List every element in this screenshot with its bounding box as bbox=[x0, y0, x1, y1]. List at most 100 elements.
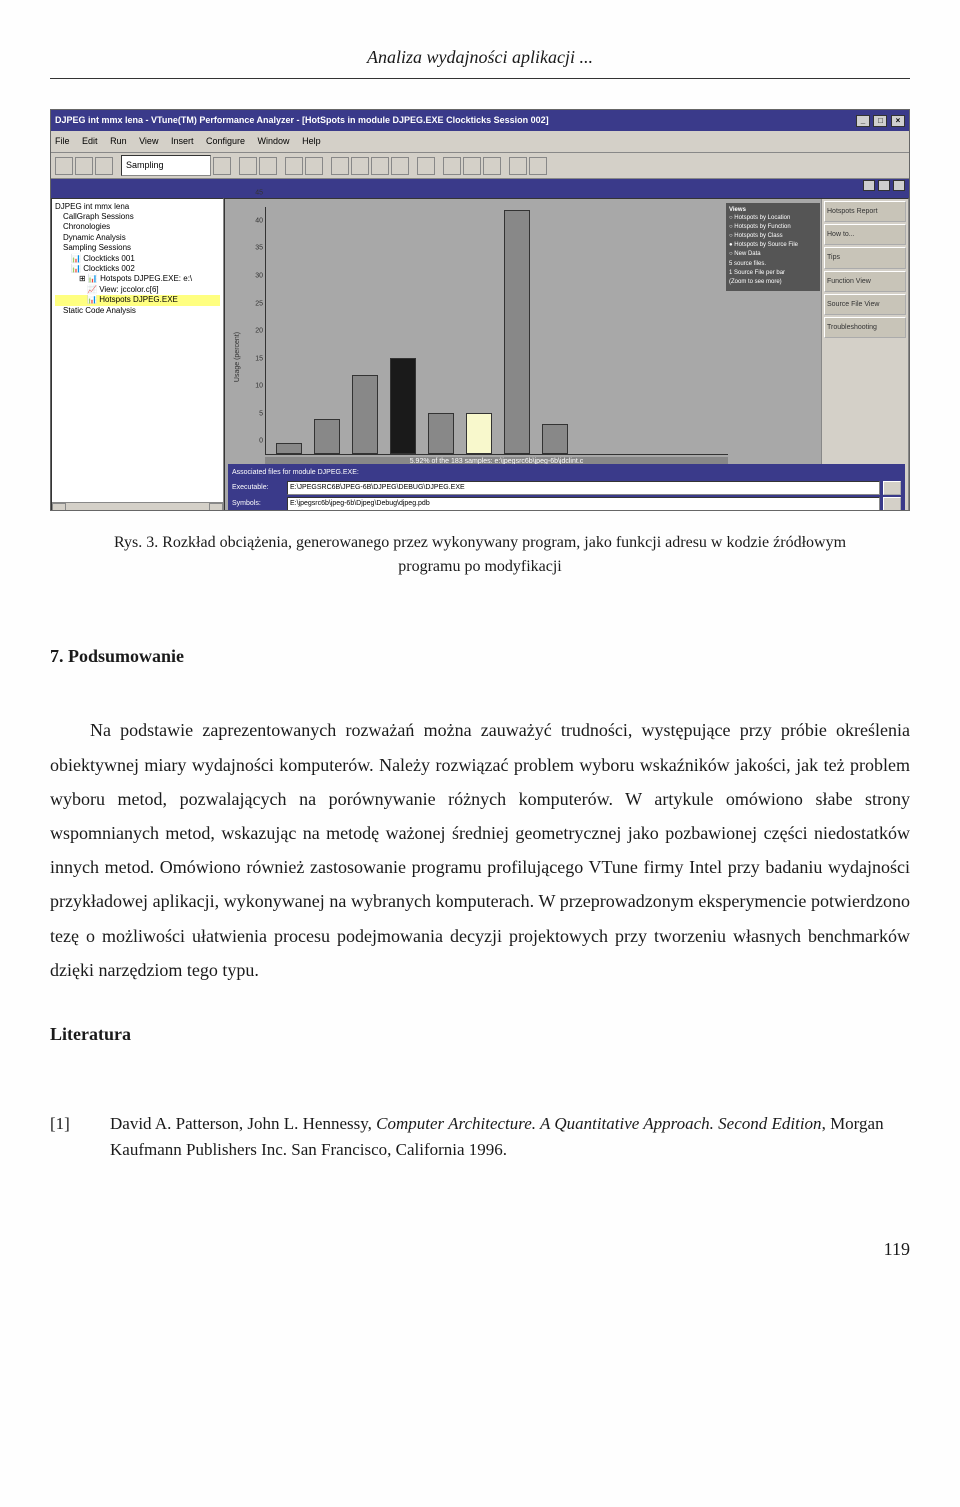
toolbar-button[interactable] bbox=[331, 157, 349, 175]
toolbar-button[interactable] bbox=[391, 157, 409, 175]
bars-container bbox=[265, 207, 728, 455]
tree-item-selected[interactable]: 📊 Hotspots DJPEG.EXE bbox=[55, 295, 220, 305]
toolbar-button[interactable] bbox=[285, 157, 303, 175]
y-tick: 10 bbox=[255, 380, 263, 393]
y-tick: 25 bbox=[255, 297, 263, 310]
toolbar-button[interactable] bbox=[239, 157, 257, 175]
assoc-label: Executable: bbox=[232, 481, 287, 494]
views-option[interactable]: ● Hotspots by Source File bbox=[729, 242, 817, 250]
browse-button[interactable] bbox=[883, 497, 901, 511]
toolbar-button[interactable] bbox=[55, 157, 73, 175]
chart-bar[interactable] bbox=[276, 443, 302, 453]
close-icon[interactable] bbox=[893, 180, 905, 191]
source-file-view-button[interactable]: Source File View bbox=[824, 294, 906, 315]
toolbar-button[interactable] bbox=[75, 157, 93, 175]
reference-number: [1] bbox=[50, 1111, 110, 1162]
y-tick: 15 bbox=[255, 352, 263, 365]
maximize-icon[interactable] bbox=[878, 180, 890, 191]
scroll-left-icon[interactable] bbox=[52, 503, 66, 512]
menu-item[interactable]: Window bbox=[258, 136, 290, 146]
chart-bar[interactable] bbox=[352, 375, 378, 454]
executable-path-field[interactable]: E:\JPEGSRC6B\JPEG-6B\DJPEG\DEBUG\DJPEG.E… bbox=[287, 481, 880, 495]
main-area: DJPEG int mmx lena CallGraph Sessions Ch… bbox=[51, 198, 909, 512]
chart-bar[interactable] bbox=[504, 210, 530, 454]
caption-label: Rys. 3. bbox=[114, 534, 158, 551]
chart-bar[interactable] bbox=[466, 413, 492, 453]
section-heading: 7. Podsumowanie bbox=[50, 639, 910, 673]
toolbar-button[interactable] bbox=[371, 157, 389, 175]
assoc-label: Symbols: bbox=[232, 497, 287, 510]
window-titlebar: DJPEG int mmx lena - VTune(TM) Performan… bbox=[51, 110, 909, 131]
chart-bar[interactable] bbox=[428, 413, 454, 453]
menu-item[interactable]: Run bbox=[110, 136, 127, 146]
project-tree[interactable]: DJPEG int mmx lena CallGraph Sessions Ch… bbox=[51, 198, 224, 512]
chart-panel: Usage (percent) 051015202530354045 5.92%… bbox=[224, 198, 909, 512]
menu-item[interactable]: Edit bbox=[82, 136, 98, 146]
views-panel: Views ○ Hotspots by Location ○ Hotspots … bbox=[726, 203, 820, 291]
figure-caption: Rys. 3. Rozkład obciążenia, generowanego… bbox=[90, 531, 870, 579]
chart-bar[interactable] bbox=[390, 358, 416, 453]
tree-item[interactable]: 📊 Clockticks 001 bbox=[55, 254, 220, 264]
menu-item[interactable]: Insert bbox=[171, 136, 194, 146]
toolbar-button[interactable] bbox=[305, 157, 323, 175]
toolbar-button[interactable] bbox=[417, 157, 435, 175]
toolbar-button[interactable] bbox=[213, 157, 231, 175]
tree-item[interactable]: ⊞ 📊 Hotspots DJPEG.EXE: e:\ bbox=[55, 274, 220, 284]
toolbar-button[interactable] bbox=[259, 157, 277, 175]
y-tick: 40 bbox=[255, 214, 263, 227]
assoc-title: Associated files for module DJPEG.EXE: bbox=[232, 466, 901, 479]
toolbar-button[interactable] bbox=[529, 157, 547, 175]
views-option[interactable]: ○ Hotspots by Function bbox=[729, 224, 817, 232]
caption-text: Rozkład obciążenia, generowanego przez w… bbox=[162, 534, 846, 575]
tree-item[interactable]: 📊 Clockticks 002 bbox=[55, 264, 220, 274]
views-option[interactable]: ○ Hotspots by Class bbox=[729, 233, 817, 241]
chart-area bbox=[265, 207, 728, 455]
tree-item[interactable]: CallGraph Sessions bbox=[55, 212, 220, 222]
tree-scrollbar[interactable] bbox=[52, 502, 223, 512]
views-option[interactable]: ○ Hotspots by Location bbox=[729, 215, 817, 223]
y-tick: 5 bbox=[259, 407, 263, 420]
chart-bar[interactable] bbox=[314, 419, 340, 454]
howto-button[interactable]: How to... bbox=[824, 224, 906, 245]
tree-item[interactable]: 📈 View: jccolor.c[6] bbox=[55, 285, 220, 295]
toolbar-button[interactable] bbox=[443, 157, 461, 175]
menu-item[interactable]: Configure bbox=[206, 136, 245, 146]
window-controls: _ □ × bbox=[855, 112, 905, 129]
tree-item[interactable]: Chronologies bbox=[55, 222, 220, 232]
views-option[interactable]: ○ New Data bbox=[729, 251, 817, 259]
toolbar: Sampling bbox=[51, 153, 909, 179]
vtune-window: DJPEG int mmx lena - VTune(TM) Performan… bbox=[50, 109, 910, 511]
y-tick: 30 bbox=[255, 269, 263, 282]
symbols-path-field[interactable]: E:\jpegsrc6b\jpeg-6b\Djpeg\Debug\djpeg.p… bbox=[287, 497, 880, 511]
menu-item[interactable]: View bbox=[139, 136, 158, 146]
toolbar-button[interactable] bbox=[483, 157, 501, 175]
toolbar-button[interactable] bbox=[509, 157, 527, 175]
views-footer: 5 source files. bbox=[729, 261, 817, 269]
views-footer: 1 Source File per bar bbox=[729, 270, 817, 278]
toolbar-button[interactable] bbox=[95, 157, 113, 175]
tree-root[interactable]: DJPEG int mmx lena bbox=[55, 202, 220, 212]
hotspots-report-button[interactable]: Hotspots Report bbox=[824, 201, 906, 222]
minimize-icon[interactable]: _ bbox=[856, 115, 870, 127]
chart-bar[interactable] bbox=[542, 424, 568, 453]
toolbar-button[interactable] bbox=[463, 157, 481, 175]
toolbar-button[interactable] bbox=[351, 157, 369, 175]
minimize-icon[interactable] bbox=[863, 180, 875, 191]
tips-button[interactable]: Tips bbox=[824, 247, 906, 268]
troubleshooting-button[interactable]: Troubleshooting bbox=[824, 317, 906, 338]
tree-item[interactable]: Sampling Sessions bbox=[55, 243, 220, 253]
maximize-icon[interactable]: □ bbox=[873, 115, 887, 127]
menu-item[interactable]: Help bbox=[302, 136, 321, 146]
function-view-button[interactable]: Function View bbox=[824, 271, 906, 292]
menu-item[interactable]: File bbox=[55, 136, 70, 146]
literature-heading: Literatura bbox=[50, 1017, 910, 1051]
tree-item[interactable]: Static Code Analysis bbox=[55, 306, 220, 316]
menubar: File Edit Run View Insert Configure Wind… bbox=[51, 131, 909, 153]
tree-item[interactable]: Dynamic Analysis bbox=[55, 233, 220, 243]
close-icon[interactable]: × bbox=[891, 115, 905, 127]
browse-button[interactable] bbox=[883, 481, 901, 495]
toolbar-combo[interactable]: Sampling bbox=[121, 155, 211, 176]
running-header: Analiza wydajności aplikacji ... bbox=[50, 40, 910, 74]
scroll-right-icon[interactable] bbox=[209, 503, 223, 512]
vtune-screenshot: DJPEG int mmx lena - VTune(TM) Performan… bbox=[50, 109, 910, 511]
